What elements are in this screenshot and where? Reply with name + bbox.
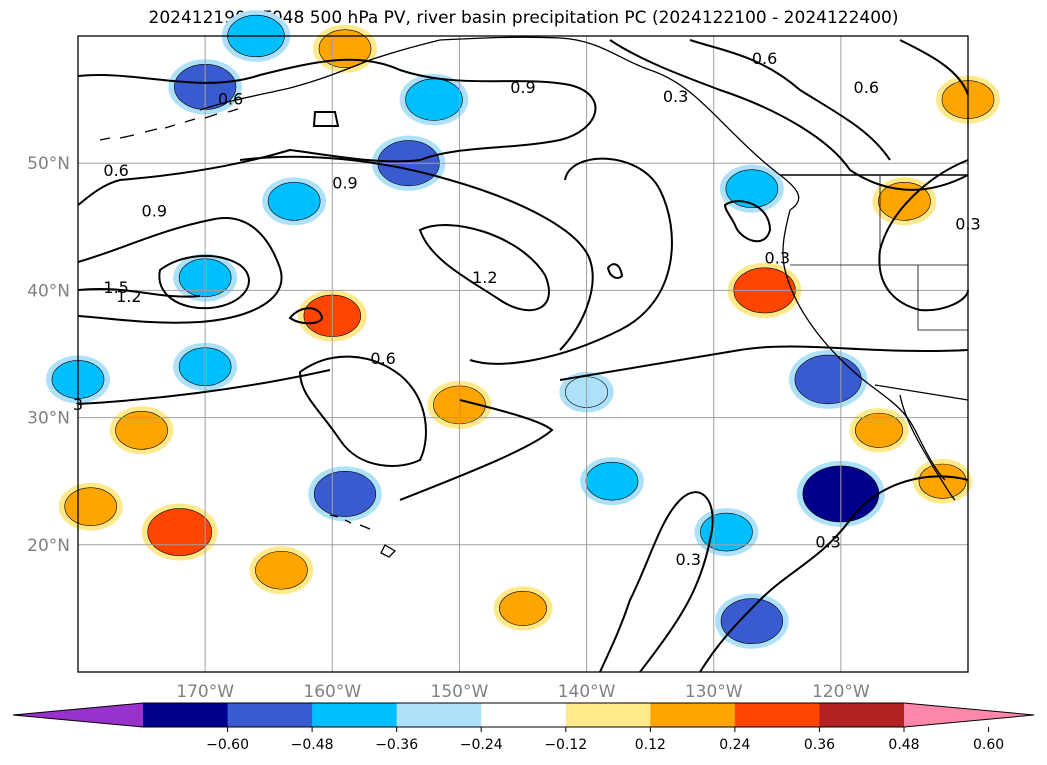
- contour-label: 0.6: [854, 78, 879, 97]
- alaska-coast: [199, 36, 800, 211]
- contour-label: 0.9: [510, 78, 535, 97]
- map-frame: [77, 35, 969, 673]
- colorbar-segment: [734, 703, 820, 727]
- colorbar-extend-high: [904, 703, 1034, 727]
- precip-region: [64, 487, 118, 526]
- colorbar-segment: [481, 703, 567, 727]
- colorbar-tick-label: 0.48: [888, 737, 919, 753]
- lon-tick-label: 130°W: [685, 682, 743, 702]
- precip-region: [855, 412, 903, 448]
- pv-contour-line: [77, 217, 283, 324]
- precip-region-core: [162, 519, 198, 546]
- colorbar-tick-label: 0.36: [804, 737, 835, 753]
- colorbar-tick-label: −0.36: [375, 737, 418, 753]
- colorbar-extend-low: [13, 703, 143, 727]
- pv-contour-line: [77, 58, 597, 206]
- contour-label: 0.9: [332, 174, 357, 193]
- contour-label: 0.6: [752, 49, 777, 68]
- contour-label: 0.6: [370, 349, 395, 368]
- precip-region-core: [809, 366, 847, 393]
- colorbar-segment: [312, 703, 398, 727]
- contour-label: 0.3: [676, 550, 701, 569]
- precip-region: [255, 550, 308, 590]
- pv-contour-line: [77, 287, 201, 298]
- pv-contour-line: [312, 111, 340, 127]
- pv-contour-line: [399, 399, 554, 501]
- pv-contour-line: [418, 224, 550, 312]
- pv-contour-line: [899, 39, 969, 96]
- colorbar-outline: [12, 702, 1035, 728]
- contour-label: 1.5: [103, 278, 128, 297]
- pv-contours: [77, 39, 969, 673]
- colorbar-tick-label: 0.60: [973, 737, 1004, 753]
- state-border: [917, 265, 968, 331]
- country-border: [874, 384, 969, 401]
- lat-tick-label: 50°N: [27, 154, 70, 174]
- contour-label: 0.3: [765, 249, 790, 268]
- precip-region-core: [328, 481, 362, 507]
- pv-contour-line: [288, 307, 324, 325]
- hawaii-islands: [329, 514, 397, 558]
- colorbar-segment: [396, 703, 482, 727]
- precip-region: [115, 411, 168, 450]
- contour-label: 0.3: [815, 532, 840, 551]
- precip-region: [725, 169, 779, 208]
- colorbar-segment: [143, 703, 229, 727]
- lat-tick-label: 20°N: [27, 536, 70, 556]
- precip-region: [267, 182, 321, 221]
- colorbar-segment: [819, 703, 905, 727]
- colorbar-segment: [565, 703, 651, 727]
- pv-contour-line: [469, 157, 673, 365]
- lon-tick-label: 120°W: [812, 682, 870, 702]
- contour-label: 0.6: [218, 90, 243, 109]
- west-coast: [782, 209, 946, 481]
- pv-contour-line: [298, 355, 427, 467]
- lon-tick-label: 150°W: [431, 682, 489, 702]
- coastlines: [99, 36, 969, 558]
- pv-contour-line: [689, 39, 891, 161]
- pv-contour-line: [723, 200, 772, 243]
- pv-contour-line: [77, 369, 331, 405]
- colorbar: −0.60 −0.48 −0.36 −0.24 −0.12 0.12 0.24 0.36 0.4…: [12, 702, 1035, 753]
- aleutian-islands: [99, 108, 239, 141]
- pv-contour-line: [599, 491, 714, 673]
- precip-region: [499, 590, 547, 626]
- precip-region-core: [734, 608, 769, 634]
- colorbar-segment: [650, 703, 736, 727]
- lat-tick-label: 40°N: [27, 281, 70, 301]
- pv-contour-line: [699, 475, 969, 673]
- colorbar-tick-label: −0.60: [206, 737, 249, 753]
- precip-region-core: [418, 88, 450, 112]
- pv-contour-line: [878, 159, 969, 312]
- colorbar-tick-label: −0.24: [460, 737, 503, 753]
- precip-fills: [46, 10, 1000, 649]
- colorbar-segment: [227, 703, 313, 727]
- contour-label: 0.9: [142, 202, 167, 221]
- colorbar-tick-label: −0.12: [544, 737, 587, 753]
- lon-tick-label: 170°W: [176, 682, 234, 702]
- contour-label: 1.2: [472, 268, 497, 287]
- contour-label: 0.6: [103, 161, 128, 180]
- lon-tick-label: 140°W: [558, 682, 616, 702]
- pv-contour-line: [158, 254, 250, 310]
- precip-region: [585, 461, 639, 501]
- pv-contour-line: [559, 345, 969, 381]
- colorbar-tick-label: 0.24: [719, 737, 750, 753]
- lat-tick-label: 30°N: [27, 409, 70, 429]
- contour-label: 1.2: [116, 287, 141, 306]
- pv-contour-line: [609, 39, 969, 191]
- pv-contour-line: [606, 263, 624, 279]
- colorbar-tick-label: −0.48: [291, 737, 334, 753]
- pv-contour-line: [239, 155, 594, 351]
- pv-contour-labels: 0.60.60.90.90.91.51.21.20.630.30.30.60.3…: [73, 49, 981, 569]
- colorbar-tick-label: 0.12: [635, 737, 666, 753]
- chart-title: 2024121900 F048 500 hPa PV, river basin …: [148, 8, 899, 28]
- lon-tick-label: 160°W: [303, 682, 361, 702]
- contour-label: 0.3: [663, 87, 688, 106]
- baja-coast: [899, 394, 956, 501]
- axis-tick-labels: 170°W 160°W 150°W 140°W 130°W 120°W 20°N 30°N 40…: [27, 154, 870, 702]
